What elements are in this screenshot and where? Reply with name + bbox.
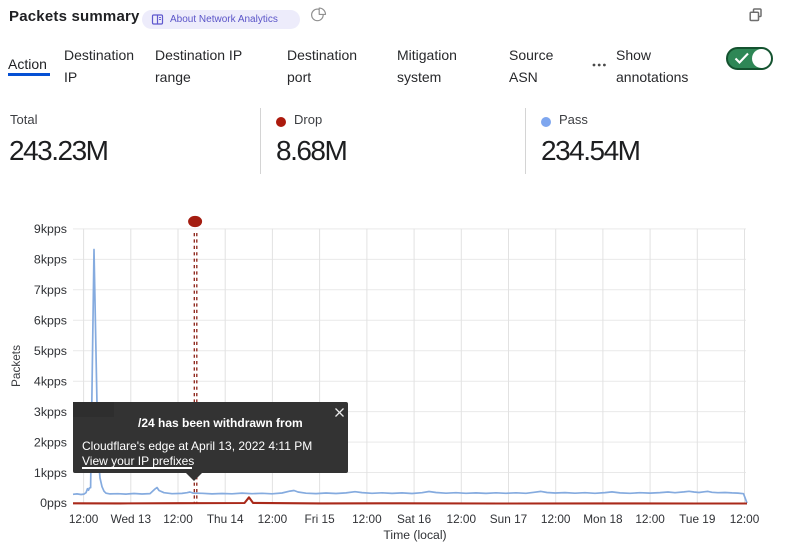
svg-text:7kpps: 7kpps <box>34 283 67 297</box>
svg-text:4kpps: 4kpps <box>34 375 67 389</box>
svg-text:Thu 14: Thu 14 <box>207 512 244 526</box>
svg-text:Sat 16: Sat 16 <box>397 512 432 526</box>
svg-text:6kpps: 6kpps <box>34 314 67 328</box>
svg-text:12:00: 12:00 <box>352 512 382 526</box>
svg-text:Packets: Packets <box>9 345 23 387</box>
svg-text:Wed 13: Wed 13 <box>111 512 152 526</box>
svg-text:Time (local): Time (local) <box>383 528 446 542</box>
svg-text:1kpps: 1kpps <box>34 466 67 480</box>
svg-text:12:00: 12:00 <box>730 512 760 526</box>
svg-text:Mon 18: Mon 18 <box>583 512 623 526</box>
svg-text:9kpps: 9kpps <box>34 222 67 236</box>
svg-text:12:00: 12:00 <box>447 512 477 526</box>
svg-text:3kpps: 3kpps <box>34 405 67 419</box>
svg-text:5kpps: 5kpps <box>34 344 67 358</box>
svg-text:12:00: 12:00 <box>163 512 193 526</box>
svg-text:Tue 19: Tue 19 <box>679 512 715 526</box>
svg-text:8kpps: 8kpps <box>34 253 67 267</box>
svg-text:Sun 17: Sun 17 <box>490 512 527 526</box>
svg-text:Fri 15: Fri 15 <box>305 512 336 526</box>
svg-text:0pps: 0pps <box>40 496 67 510</box>
svg-text:2kpps: 2kpps <box>34 435 67 449</box>
svg-text:12:00: 12:00 <box>258 512 288 526</box>
svg-text:12:00: 12:00 <box>541 512 571 526</box>
svg-text:12:00: 12:00 <box>69 512 99 526</box>
svg-text:12:00: 12:00 <box>635 512 665 526</box>
